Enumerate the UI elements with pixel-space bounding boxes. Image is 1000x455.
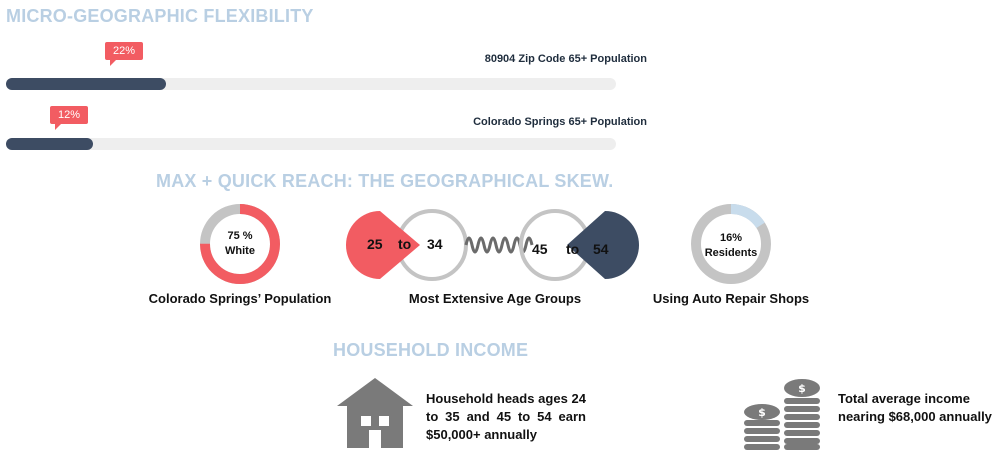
donut-2-value: 16% <box>719 232 743 244</box>
age-2-to-word: to <box>566 241 580 257</box>
age-groups-graphic <box>345 209 640 281</box>
donut-1-value: 75 % <box>227 230 253 242</box>
bar-2-fill <box>6 138 94 150</box>
svg-text:$: $ <box>758 406 766 419</box>
svg-text:$: $ <box>798 382 806 395</box>
age-2-from: 45 <box>532 241 548 257</box>
bar-1-track <box>6 78 616 90</box>
age-1-drop <box>345 211 420 279</box>
donut-auto-repair <box>691 204 771 284</box>
house-icon <box>337 378 413 448</box>
age-2-to: 54 <box>593 241 609 257</box>
age-1-to-word: to <box>398 236 412 252</box>
section-title-micro: MICRO-GEOGRAPHIC FLEXIBILITY <box>6 6 314 26</box>
bar-1-label: 80904 Zip Code 65+ Population <box>484 53 647 65</box>
donut-1-sub: White <box>225 245 255 257</box>
bar-1-fill <box>6 78 166 90</box>
age-1-from: 25 <box>367 236 383 252</box>
bar-2-label: Colorado Springs 65+ Population <box>473 116 647 128</box>
bar-2-badge: 12% <box>50 106 88 130</box>
donut-white-population <box>200 204 280 284</box>
coins-text: Total average income nearing $68,000 ann… <box>838 391 992 424</box>
age-groups-caption: Most Extensive Age Groups <box>408 291 582 306</box>
section-title-income: HOUSEHOLD INCOME <box>333 340 529 360</box>
donut-2-caption: Using Auto Repair Shops <box>652 291 810 306</box>
donut-1-caption: Colorado Springs’ Population <box>148 291 332 306</box>
coin-stack-icon: $ $ <box>744 379 820 450</box>
donut-1-center: 75 % White <box>199 229 281 259</box>
bar-2-track <box>6 138 616 150</box>
bar-1-badge: 22% <box>105 42 143 66</box>
age-2-drop <box>567 211 640 279</box>
age-1-to: 34 <box>427 236 443 252</box>
donut-2-sub: Residents <box>704 247 758 259</box>
donut-2-center: 16% Residents <box>690 231 772 261</box>
house-text: Household heads ages 24 to 35 and 45 to … <box>426 391 586 442</box>
section-title-reach: MAX + QUICK REACH: THE GEOGRAPHICAL SKEW… <box>156 171 614 191</box>
